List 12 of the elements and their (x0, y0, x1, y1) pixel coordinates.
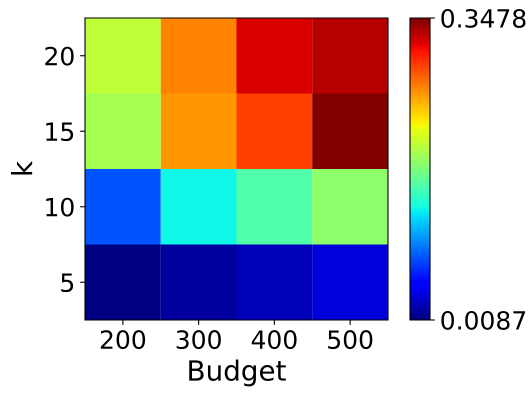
y-axis-title: k (11, 161, 32, 175)
x-axis-title: Budget (189, 359, 286, 386)
x-tick-label: 300 (176, 330, 221, 350)
color-bar-label: 0.0087 (441, 310, 526, 330)
y-tick-label: 10 (46, 198, 74, 217)
color-bar-label: 0.3478 (441, 8, 526, 28)
y-tick-label: 5 (61, 274, 74, 292)
y-tick-label: 20 (45, 46, 74, 66)
y-tick-label: 15 (46, 122, 74, 142)
x-tick-label: 200 (100, 330, 146, 350)
x-tick-label: 400 (252, 330, 297, 350)
x-tick-label: 500 (328, 330, 372, 350)
